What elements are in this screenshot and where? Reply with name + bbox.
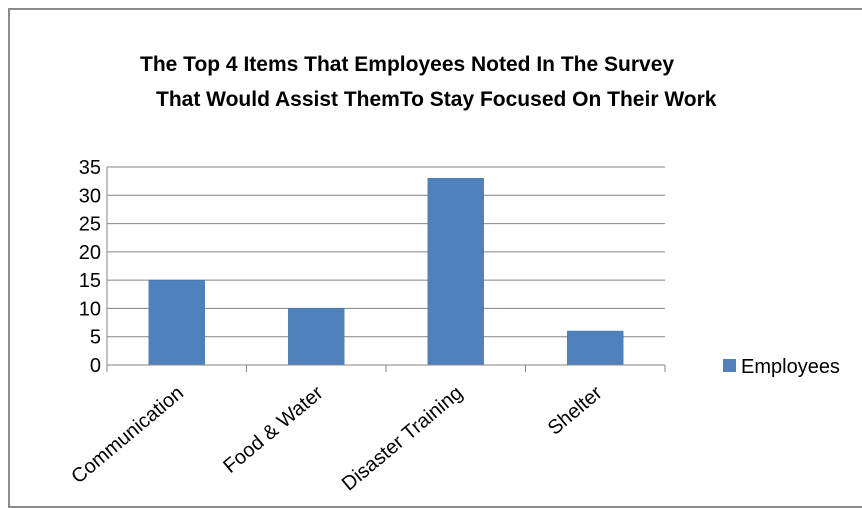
x-category-label: Shelter (544, 382, 607, 440)
bar-shelter (567, 330, 624, 366)
y-tick-label: 25 (79, 214, 101, 236)
y-tick-label: 0 (90, 355, 101, 377)
chart-title: The Top 4 Items That Employees Noted In … (140, 53, 717, 111)
x-category-label: Disaster Training (338, 382, 467, 495)
bars (148, 178, 624, 366)
y-tick-label: 10 (79, 298, 101, 320)
bar-chart: The Top 4 Items That Employees Noted In … (67, 53, 840, 496)
bar-disaster-training (427, 178, 484, 366)
legend: Employees (723, 356, 840, 378)
legend-swatch (723, 359, 736, 372)
chart-title-line-2: That Would Assist ThemTo Stay Focused On… (156, 88, 717, 111)
y-tick-labels: 0 5 10 15 20 25 30 35 (79, 157, 101, 377)
legend-label: Employees (741, 356, 840, 378)
bar-communication (148, 279, 205, 366)
bar-food-water (288, 308, 345, 366)
chart-area: The Top 4 Items That Employees Noted In … (8, 8, 862, 508)
chart-title-line-1: The Top 4 Items That Employees Noted In … (140, 53, 674, 76)
y-tick-label: 15 (79, 270, 101, 292)
x-category-label: Food & Water (219, 382, 327, 478)
y-tick-label: 5 (90, 327, 101, 349)
x-category-label: Communication (67, 382, 188, 488)
x-category-labels: Communication Food & Water Disaster Traini… (67, 382, 606, 496)
axes (106, 167, 666, 372)
y-tick-label: 20 (79, 242, 101, 264)
y-tick-label: 30 (79, 185, 101, 207)
y-tick-label: 35 (79, 157, 101, 179)
